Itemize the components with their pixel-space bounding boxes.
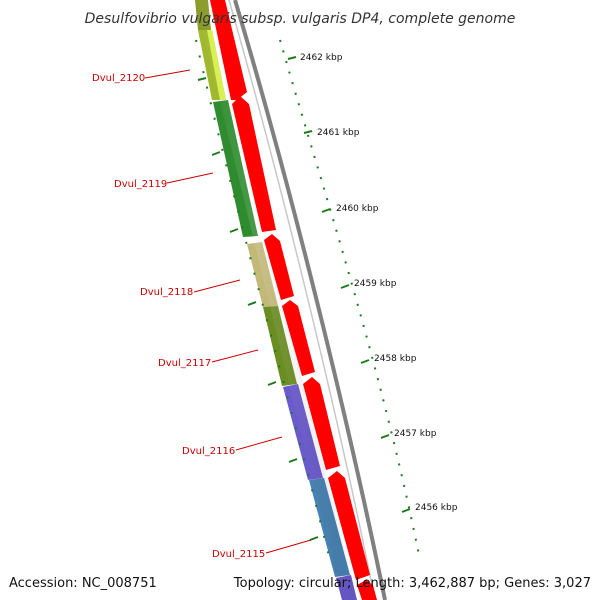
scale-tick-label: 2457 kbp [394,429,437,439]
inner-tick [267,381,277,386]
gene-leader-line [166,172,214,184]
gene-leader-line [144,69,191,79]
scale-tick [401,508,411,513]
backbone-line [233,0,387,600]
cds-arrow[interactable] [303,377,340,470]
scale-tick-label: 2456 kbp [415,503,458,513]
gene-leader-line [265,539,312,554]
inner-tick [211,151,221,156]
gene-track [195,0,357,600]
backbone-line [228,0,376,600]
inner-tick [288,458,298,463]
inner-tick [197,77,207,81]
scale-tick-label: 2460 kbp [336,204,379,214]
scale-tick-label: 2462 kbp [300,53,343,63]
cds-arrow[interactable] [264,234,294,300]
gene-label-dvul-2116[interactable]: Dvul_2116 [182,446,235,457]
scale-tick-label: 2461 kbp [317,128,360,138]
scale-tick-label: 2459 kbp [354,279,397,289]
cds-track [210,0,377,600]
cds-arrow[interactable] [328,471,370,580]
cds-arrow[interactable] [210,0,247,100]
map-title: Desulfovibrio vulgaris subsp. vulgaris D… [85,11,516,27]
inner-tick [229,228,239,233]
gene-leader-line [211,349,259,363]
scale-tick [380,434,390,439]
accession-text: Accession: NC_008751 [9,576,157,591]
scale-ticks: 2462 kbp 2461 kbp 2460 kbp 2459 kbp 2458… [287,53,458,513]
backbone [228,0,387,600]
gene-labels: Dvul_2120 Dvul_2119 Dvul_2118 Dvul_2117 … [92,69,312,560]
gene-label-dvul-2119[interactable]: Dvul_2119 [114,179,167,190]
gene-leader-line [235,436,283,451]
scale-tick [287,56,297,60]
gene-label-dvul-2115[interactable]: Dvul_2115 [212,549,265,560]
gene-leader-line [193,279,241,293]
gene-label-dvul-2118[interactable]: Dvul_2118 [140,287,193,298]
inner-ticks [197,77,319,541]
scale-tick-label: 2458 kbp [374,354,417,364]
tick-ring-inner [195,39,331,561]
cds-arrow[interactable] [282,300,315,376]
inner-tick [247,301,257,306]
cds-arrow [357,580,377,600]
inner-tick [309,536,319,541]
scale-tick [360,359,370,364]
scale-tick [303,130,313,134]
gene-track-shading [195,0,357,600]
genome-summary-text: Topology: circular; Length: 3,462,887 bp… [233,576,591,591]
gene-label-dvul-2120[interactable]: Dvul_2120 [92,73,145,84]
scale-tick [321,208,331,213]
gene-label-dvul-2117[interactable]: Dvul_2117 [158,358,211,369]
scale-tick [340,284,350,289]
cds-arrow[interactable] [232,96,276,232]
